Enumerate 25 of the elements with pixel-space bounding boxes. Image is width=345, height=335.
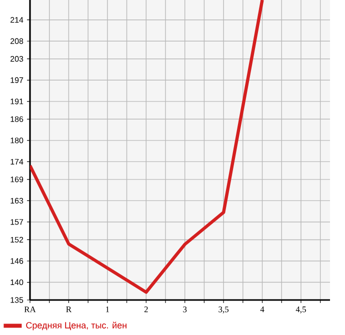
y-tick-label: 186 bbox=[10, 116, 24, 122]
x-tick-label: 2 bbox=[144, 306, 148, 312]
line-series bbox=[30, 0, 264, 294]
x-tick-label: R bbox=[66, 306, 72, 312]
y-tick-label: 174 bbox=[10, 158, 24, 164]
x-tick-label: RA bbox=[24, 306, 36, 312]
legend-label: Средняя Цена, тыс. йен bbox=[26, 322, 126, 330]
y-tick-label: 197 bbox=[10, 77, 24, 83]
y-tick-label: 163 bbox=[10, 198, 24, 204]
x-tick-label: 4 bbox=[260, 306, 264, 312]
y-tick-label: 157 bbox=[10, 219, 24, 225]
y-tick-label: 152 bbox=[10, 236, 24, 243]
y-tick-label: 214 bbox=[10, 17, 24, 23]
y-tick-label: 208 bbox=[10, 38, 24, 44]
y-tick-label: 135 bbox=[10, 297, 24, 303]
y-tick-label: 140 bbox=[10, 279, 24, 286]
y-tick-label: 169 bbox=[10, 176, 24, 182]
x-tick-label: 1 bbox=[106, 306, 110, 312]
x-tick-label: 4,5 bbox=[296, 306, 306, 314]
y-tick-label: 146 bbox=[10, 258, 24, 264]
y-tick-label: 191 bbox=[10, 98, 24, 104]
y-tick-label: 180 bbox=[10, 138, 24, 144]
x-tick-label: 3 bbox=[183, 306, 187, 312]
x-tick-label: 3,5 bbox=[218, 306, 229, 314]
y-tick-label: 203 bbox=[10, 56, 24, 62]
